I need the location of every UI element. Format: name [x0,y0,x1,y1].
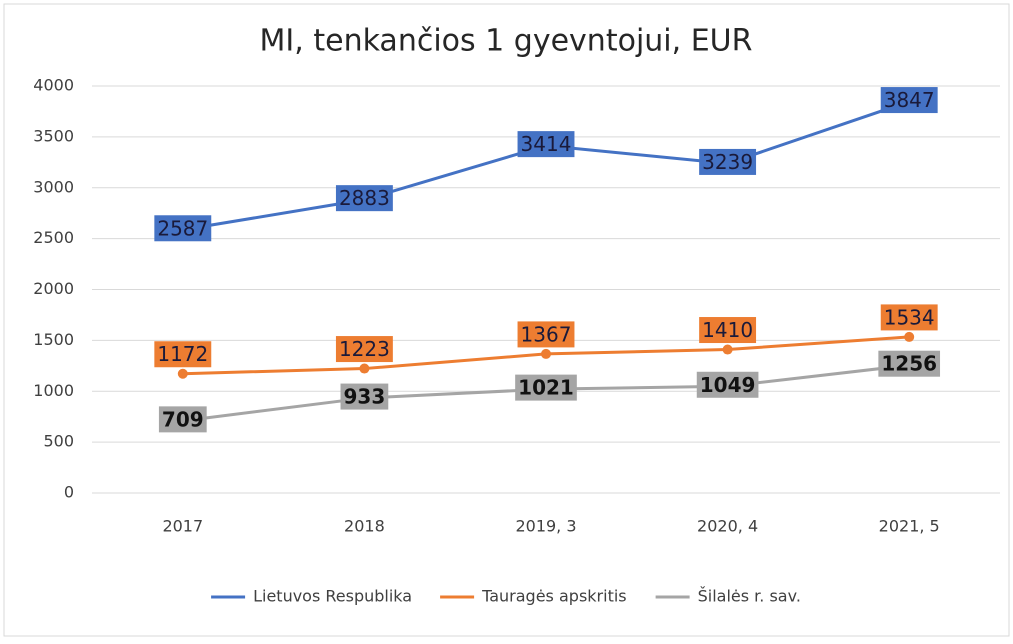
data-label-text: 1223 [339,337,390,361]
y-tick-label: 2000 [33,279,74,298]
data-label: 3414 [517,131,575,158]
y-tick-label: 3500 [33,126,74,145]
legend: Lietuvos Respublika Tauragės apskritis Šil… [211,587,801,606]
x-tick-label: 2021, 5 [879,517,940,536]
data-label-box [699,317,757,344]
chart-title: MI, tenkančios 1 gyevntojui, EUR [260,24,753,59]
point [904,331,915,342]
x-tick-label: 2019, 3 [515,517,576,536]
data-label-box [880,304,938,331]
data-label: 709 [158,406,207,433]
data-label-text: 2883 [339,186,390,210]
legend-label: Tauragės apskritis [481,587,627,606]
data-label-box [517,321,575,348]
data-label-box [699,148,757,175]
y-tick-label: 0 [64,483,74,502]
y-tick-label: 500 [43,432,74,451]
y-tick-label: 2500 [33,228,74,247]
data-label-box [340,383,389,410]
point [541,348,551,359]
point [359,363,370,374]
data-label-box [517,131,575,158]
data-label: 3239 [699,148,757,175]
x-tick-label: 2017 [162,517,203,536]
data-label-text: 3847 [884,88,935,112]
data-label-text: 1367 [521,322,572,346]
data-label: 1021 [515,374,577,401]
data-label: 933 [340,383,389,410]
data-label-text: 933 [344,385,386,409]
data-label-box [154,341,212,368]
data-label: 1172 [154,341,212,368]
data-label-box [158,406,207,433]
data-label: 1256 [878,350,941,377]
data-label: 2883 [335,185,393,212]
data-label-box [696,371,759,398]
data-label-box [880,87,938,114]
data-label-box [335,185,393,212]
data-label: 2587 [154,215,212,242]
data-label: 1367 [517,321,575,348]
point [177,368,188,379]
data-label-text: 1410 [702,318,753,342]
data-label: 1410 [699,317,757,344]
data-label-text: 1534 [884,305,935,329]
data-label-text: 709 [162,407,204,431]
data-label-text: 1021 [518,376,574,400]
chart-frame [3,3,1010,637]
data-label-text: 3414 [521,132,572,156]
y-tick-label: 1000 [33,381,74,400]
data-label-text: 1172 [157,342,208,366]
point [722,344,733,355]
data-label-text: 2587 [157,216,208,240]
data-label: 1049 [696,371,759,398]
data-label: 1534 [880,304,938,331]
legend-label: Šilalės r. sav. [698,587,801,606]
y-tick-label: 4000 [33,76,74,95]
data-label-box [515,374,577,401]
data-label-box [154,215,212,242]
data-label-text: 1256 [881,352,937,376]
data-label-box [335,336,393,363]
legend-label: Lietuvos Respublika [253,587,412,606]
data-label-box [878,350,941,377]
y-tick-label: 1500 [33,330,74,349]
y-tick-label: 3000 [33,177,74,196]
x-tick-label: 2018 [344,517,385,536]
data-label: 3847 [880,87,938,114]
data-label-text: 1049 [700,373,756,397]
data-label: 1223 [335,336,393,363]
x-tick-label: 2020, 4 [697,517,758,536]
data-label-text: 3239 [702,150,753,174]
